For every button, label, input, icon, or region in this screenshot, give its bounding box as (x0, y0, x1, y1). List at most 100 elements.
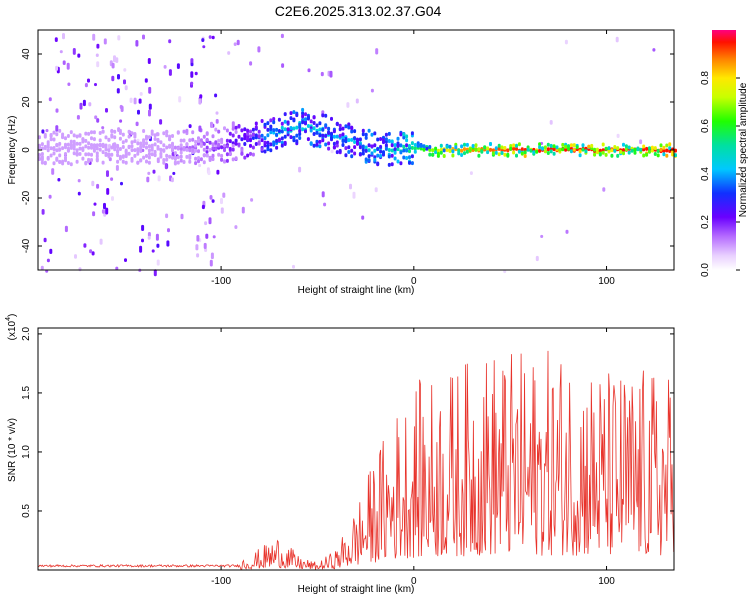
spectrogram-cell (202, 45, 206, 49)
spectrogram-ridge-cell (439, 143, 443, 148)
spectrogram-ridge-cell (396, 147, 400, 152)
spectrogram-ridge-cell (546, 151, 550, 155)
spectrogram-cell (652, 48, 656, 52)
spectrogram-cell (257, 46, 261, 53)
spectrogram-ridge-cell (622, 151, 625, 156)
spectrogram-ridge-cell (315, 123, 319, 128)
spectrogram-ridge-cell (463, 142, 466, 147)
spectrogram-cell (40, 265, 44, 270)
spectrogram-ridge-cell (457, 148, 461, 153)
spectrogram-ridge-cell (569, 149, 573, 154)
spectrogram-cell (198, 125, 202, 132)
spectrogram-ridge-cell (202, 160, 206, 165)
spectrogram-ridge-cell (648, 149, 651, 154)
spectrogram-ridge-cell (240, 137, 244, 142)
spectrogram-ridge-cell (350, 148, 354, 153)
spectrogram-cell (211, 199, 215, 203)
spectrogram-ridge-cell (410, 154, 414, 159)
spectrogram-cell (119, 119, 123, 123)
spectrogram-ridge-cell (387, 131, 391, 136)
spectrogram-ridge-cell (118, 154, 122, 159)
spectrogram-ridge-cell (318, 139, 322, 144)
spectrogram-ridge-cell (517, 149, 521, 154)
spectrogram-ridge-cell (84, 152, 88, 157)
spectrogram-ridge-cell (142, 144, 146, 149)
spectrogram-ridge-cell (503, 146, 507, 150)
spectrogram-cell (535, 255, 539, 262)
spectrogram-cell (148, 109, 151, 117)
spectrogram-ytick-label: 20 (21, 96, 32, 108)
spectrogram-ridge-cell (538, 145, 542, 150)
spectrogram-ridge-cell (659, 147, 663, 152)
spectrogram-ridge-cell (249, 143, 252, 148)
spectrogram-cell (124, 258, 127, 262)
spectrogram-ridge-cell (168, 154, 172, 159)
spectrogram-ridge-cell (390, 143, 394, 148)
spectrogram-ridge-cell (75, 141, 79, 146)
spectrogram-cell (168, 69, 172, 76)
spectrogram-cell (565, 229, 569, 234)
spectrogram-ridge-cell (434, 146, 438, 151)
spectrogram-ridge-cell (367, 128, 371, 133)
spectrogram-ridge-cell (234, 138, 238, 143)
spectrogram-ridge-cell (332, 129, 336, 134)
snr-series-line (37, 350, 675, 570)
spectrogram-ridge-cell (344, 124, 348, 129)
spectrogram-ridge-cell (546, 142, 550, 147)
spectrogram-cell (141, 224, 145, 231)
spectrogram-ridge-cell (523, 154, 527, 158)
spectrogram-ridge-cell (460, 144, 464, 149)
spectrogram-ridge-cell (69, 139, 73, 144)
spectrogram-ridge-cell (653, 152, 657, 156)
spectrogram-cell (374, 187, 378, 193)
spectrogram-ridge-cell (116, 159, 120, 164)
spectrogram-cell (201, 38, 205, 42)
spectrogram-ridge-cell (515, 143, 518, 148)
spectrogram-ridge-cell (327, 141, 331, 146)
spectrogram-ridge-cell (361, 144, 365, 149)
spectrogram-ridge-cell (223, 148, 226, 153)
spectrogram-ridge-cell (118, 147, 122, 151)
spectrogram-cell (66, 62, 70, 70)
spectrogram-ridge-cell (598, 152, 602, 157)
spectrogram-ridge-cell (64, 136, 67, 141)
spectrogram-ridge-cell (295, 133, 299, 138)
spectrogram-ridge-cell (347, 138, 351, 143)
spectrogram-ridge-cell (442, 154, 446, 158)
spectrogram-ridge-cell (208, 147, 212, 152)
spectrogram-cell (210, 121, 213, 128)
spectrogram-ridge-cell (223, 126, 226, 131)
spectrogram-ridge-cell (92, 137, 96, 142)
spectrogram-ridge-cell (246, 153, 250, 158)
spectrogram-ridge-cell (87, 141, 91, 146)
spectrogram-ridge-cell (341, 143, 345, 147)
spectrogram-cell (148, 86, 152, 94)
spectrogram-ridge-cell (350, 154, 354, 159)
spectrogram-ridge-cell (136, 160, 140, 165)
spectrogram-ridge-cell (335, 143, 339, 148)
spectrogram-ridge-cell (78, 133, 82, 138)
spectrogram-ridge-cell (324, 113, 328, 118)
spectrogram-ridge-cell (199, 138, 203, 143)
spectrogram-cell (51, 168, 55, 175)
spectrogram-cell (203, 242, 207, 249)
spectrogram-cell (101, 209, 105, 214)
spectrogram-ridge-cell (668, 146, 672, 151)
spectrogram-ridge-cell (194, 161, 198, 166)
spectrogram-ridge-cell (260, 119, 264, 123)
spectrogram-ytick-label: 40 (21, 48, 32, 60)
spectrogram-ridge-cell (84, 160, 88, 165)
spectrogram-ridge-cell (312, 126, 316, 131)
spectrogram-ridge-cell (168, 143, 172, 148)
spectrogram-ridge-cell (179, 158, 183, 163)
spectrogram-ridge-cell (581, 147, 585, 152)
spectrogram-ridge-cell (552, 151, 556, 156)
spectrogram-ridge-cell (416, 143, 420, 148)
spectrogram-ridge-cell (46, 155, 50, 160)
spectrogram-ridge-cell (171, 155, 174, 160)
spectrogram-cell (176, 63, 180, 69)
spectrogram-ridge-cell (43, 161, 47, 166)
spectrogram-cell (194, 71, 198, 76)
spectrogram-ridge-cell (410, 161, 414, 166)
spectrogram-ridge-cell (191, 130, 195, 135)
